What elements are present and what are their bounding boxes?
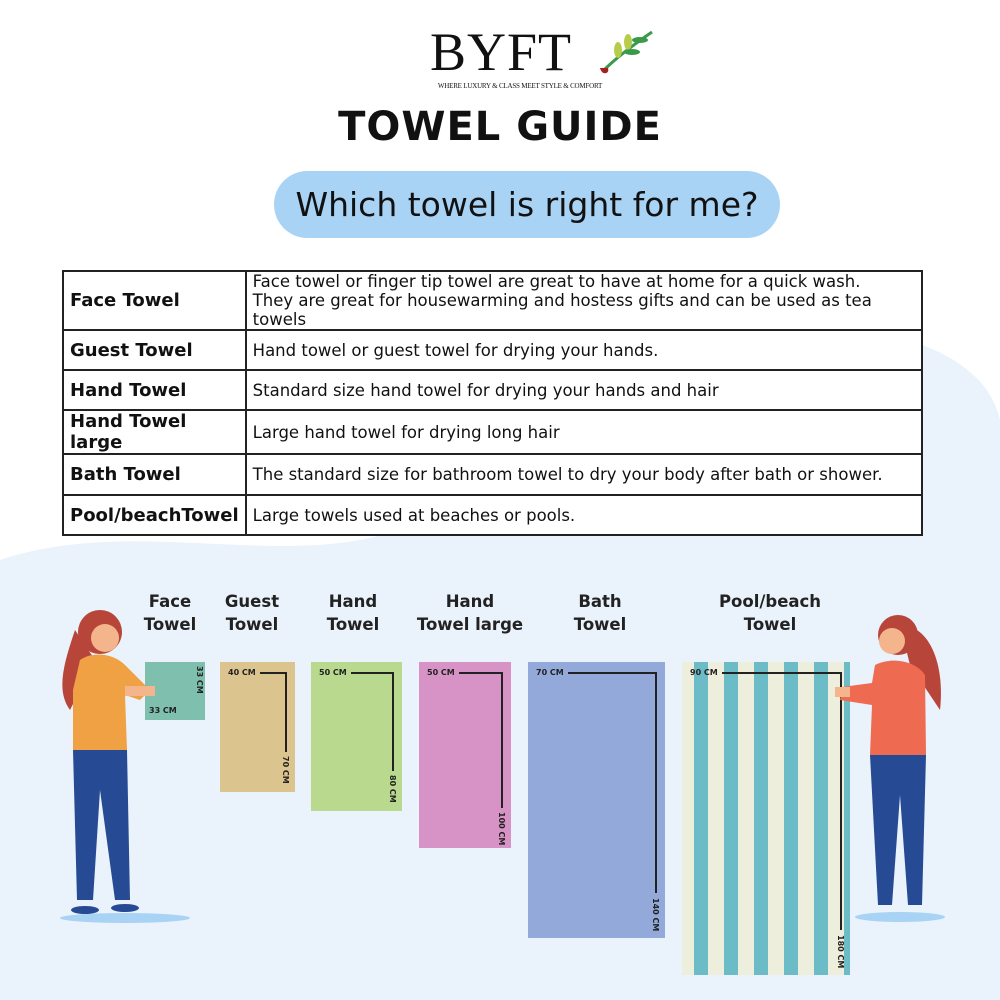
towel-label-line: Towel: [326, 615, 380, 634]
towel-table: Face Towel Face towel or finger tip towel…: [62, 270, 924, 536]
width-dimension: 50 CM: [427, 668, 455, 677]
towel-name: Hand Towel: [62, 369, 247, 411]
towel-name: Guest Towel: [62, 329, 247, 371]
brand-tagline: WHERE LUXURY & CLASS MEET STYLE & COMFOR…: [437, 82, 603, 90]
towel-shape: [220, 662, 295, 792]
height-dimension: 33 CM: [195, 666, 204, 694]
table-row: Hand Towel Standard size hand towel for d…: [62, 369, 924, 411]
towel-description: Standard size hand towel for drying your…: [244, 369, 924, 411]
towel-label: Pool/beach Towel: [700, 590, 840, 636]
page-title: TOWEL GUIDE: [338, 104, 662, 150]
width-dimension: 70 CM: [536, 668, 564, 677]
towel-label-line: Guest: [224, 592, 280, 611]
height-line: [501, 672, 503, 808]
towel-label-line: Towel: [573, 615, 627, 634]
height-line: [840, 672, 842, 930]
brand-logo: BYFT: [430, 22, 573, 82]
towel-label: Hand Towel: [310, 590, 396, 636]
woman-left-illustration: [60, 610, 190, 923]
towel-label-line: Face: [148, 592, 192, 611]
height-dimension: 100 CM: [497, 812, 506, 846]
towel-label-line: Bath: [578, 592, 622, 611]
height-line: [392, 672, 394, 771]
description-line: Face towel or finger tip towel are great…: [252, 272, 861, 291]
towel-shape: [311, 662, 402, 811]
table-row: Pool/beachTowel Large towels used at beac…: [62, 494, 924, 536]
width-dimension: 90 CM: [690, 668, 718, 677]
width-dimension: 33 CM: [149, 706, 177, 715]
towel-label: Guest Towel: [212, 590, 292, 636]
table-row: Bath Towel The standard size for bathroom…: [62, 453, 924, 496]
table-row: Face Towel Face towel or finger tip towel…: [62, 270, 924, 331]
table-row: Hand Towel large Large hand towel for dry…: [62, 409, 924, 455]
height-dimension: 180 CM: [836, 935, 845, 969]
towel-description: Face towel or finger tip towel are great…: [244, 270, 924, 331]
height-line: [285, 672, 287, 752]
height-line: [655, 672, 657, 893]
towel-shape: [419, 662, 511, 848]
towel-label-line: Hand: [445, 592, 495, 611]
width-line: [722, 672, 840, 674]
towel-label-line: Towel: [225, 615, 279, 634]
towel-shape: [682, 662, 850, 975]
towel-description: Large towels used at beaches or pools.: [244, 494, 924, 536]
height-dimension: 140 CM: [651, 898, 660, 932]
towel-name: Hand Towel large: [62, 409, 247, 455]
description-line: They are great for housewarming and host…: [252, 291, 872, 329]
width-dimension: 40 CM: [228, 668, 256, 677]
towel-label-line: Hand: [328, 592, 378, 611]
width-line: [459, 672, 501, 674]
towel-label: Face Towel: [130, 590, 210, 636]
towel-description: The standard size for bathroom towel to …: [244, 453, 924, 496]
towel-description: Hand towel or guest towel for drying you…: [244, 329, 924, 371]
height-dimension: 70 CM: [281, 756, 290, 784]
question-banner: Which towel is right for me?: [274, 171, 780, 238]
towel-label: Bath Towel: [560, 590, 640, 636]
width-dimension: 50 CM: [319, 668, 347, 677]
towel-label-line: Towel large: [416, 615, 524, 634]
leaf-icon: [600, 30, 653, 74]
width-line: [568, 672, 655, 674]
woman-right-illustration: [835, 615, 945, 922]
towel-label-line: Towel: [743, 615, 797, 634]
towel-label: Hand Towel large: [410, 590, 530, 636]
towel-name: Face Towel: [62, 270, 247, 331]
table-row: Guest Towel Hand towel or guest towel for…: [62, 329, 924, 371]
width-line: [260, 672, 285, 674]
towel-name: Bath Towel: [62, 453, 247, 496]
height-dimension: 80 CM: [388, 775, 397, 803]
towel-label-line: Pool/beach: [718, 592, 822, 611]
width-line: [351, 672, 392, 674]
towel-description: Large hand towel for drying long hair: [244, 409, 924, 455]
towel-label-line: Towel: [143, 615, 197, 634]
towel-name: Pool/beachTowel: [62, 494, 247, 536]
towel-shape: [528, 662, 665, 938]
